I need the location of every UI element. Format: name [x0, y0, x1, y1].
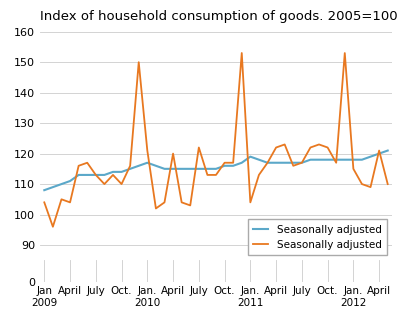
Seasonally adjusted	[179, 200, 184, 204]
Seasonally adjusted	[325, 158, 330, 162]
Seasonally adjusted	[308, 146, 313, 149]
Seasonally adjusted	[239, 51, 244, 55]
Seasonally adjusted	[360, 158, 364, 162]
Seasonally adjusted	[162, 200, 167, 204]
Seasonally adjusted	[76, 164, 81, 168]
Seasonally adjusted	[334, 161, 338, 165]
Legend: Seasonally adjusted, Seasonally adjusted: Seasonally adjusted, Seasonally adjusted	[248, 220, 387, 255]
Seasonally adjusted	[162, 167, 167, 171]
Seasonally adjusted	[154, 164, 158, 168]
Seasonally adjusted	[368, 185, 373, 189]
Seasonally adjusted	[102, 173, 107, 177]
Line: Seasonally adjusted: Seasonally adjusted	[44, 150, 388, 190]
Seasonally adjusted	[42, 200, 47, 204]
Seasonally adjusted	[256, 158, 261, 162]
Seasonally adjusted	[256, 173, 261, 177]
Seasonally adjusted	[248, 155, 253, 159]
Seasonally adjusted	[300, 161, 304, 165]
Seasonally adjusted	[102, 182, 107, 186]
Seasonally adjusted	[274, 146, 278, 149]
Seasonally adjusted	[196, 146, 201, 149]
Seasonally adjusted	[214, 173, 218, 177]
Seasonally adjusted	[145, 148, 150, 152]
Seasonally adjusted	[68, 179, 72, 183]
Seasonally adjusted	[222, 164, 227, 168]
Seasonally adjusted	[42, 188, 47, 192]
Seasonally adjusted	[50, 225, 55, 229]
Seasonally adjusted	[385, 182, 390, 186]
Seasonally adjusted	[128, 164, 132, 168]
Seasonally adjusted	[239, 161, 244, 165]
Seasonally adjusted	[76, 173, 81, 177]
Seasonally adjusted	[282, 142, 287, 146]
Seasonally adjusted	[145, 161, 150, 165]
Seasonally adjusted	[59, 197, 64, 201]
Seasonally adjusted	[231, 161, 236, 165]
Seasonally adjusted	[385, 148, 390, 152]
Seasonally adjusted	[351, 167, 356, 171]
Seasonally adjusted	[222, 161, 227, 165]
Seasonally adjusted	[265, 161, 270, 165]
Seasonally adjusted	[188, 204, 193, 207]
Seasonally adjusted	[154, 206, 158, 210]
Seasonally adjusted	[59, 182, 64, 186]
Seasonally adjusted	[171, 167, 176, 171]
Seasonally adjusted	[334, 158, 338, 162]
Seasonally adjusted	[248, 200, 253, 204]
Seasonally adjusted	[342, 158, 347, 162]
Seasonally adjusted	[231, 164, 236, 168]
Text: Index of household consumption of goods. 2005=100: Index of household consumption of goods.…	[40, 10, 398, 23]
Seasonally adjusted	[50, 185, 55, 189]
Seasonally adjusted	[274, 161, 278, 165]
Seasonally adjusted	[291, 161, 296, 165]
Line: Seasonally adjusted: Seasonally adjusted	[44, 53, 388, 227]
Seasonally adjusted	[300, 161, 304, 165]
Seasonally adjusted	[377, 148, 382, 152]
Seasonally adjusted	[351, 158, 356, 162]
Seasonally adjusted	[325, 146, 330, 149]
Seasonally adjusted	[119, 170, 124, 174]
Seasonally adjusted	[110, 170, 115, 174]
Seasonally adjusted	[110, 173, 115, 177]
Seasonally adjusted	[68, 200, 72, 204]
Seasonally adjusted	[136, 60, 141, 64]
Seasonally adjusted	[196, 167, 201, 171]
Seasonally adjusted	[179, 167, 184, 171]
Seasonally adjusted	[171, 152, 176, 156]
Seasonally adjusted	[265, 161, 270, 165]
Seasonally adjusted	[119, 182, 124, 186]
Seasonally adjusted	[94, 173, 98, 177]
Seasonally adjusted	[85, 173, 90, 177]
Seasonally adjusted	[342, 51, 347, 55]
Seasonally adjusted	[205, 167, 210, 171]
Seasonally adjusted	[291, 164, 296, 168]
Seasonally adjusted	[136, 164, 141, 168]
Seasonally adjusted	[214, 167, 218, 171]
Seasonally adjusted	[308, 158, 313, 162]
Seasonally adjusted	[188, 167, 193, 171]
Seasonally adjusted	[317, 142, 322, 146]
Seasonally adjusted	[282, 161, 287, 165]
Seasonally adjusted	[128, 167, 132, 171]
Seasonally adjusted	[85, 161, 90, 165]
Seasonally adjusted	[94, 173, 98, 177]
Seasonally adjusted	[368, 155, 373, 159]
Seasonally adjusted	[360, 182, 364, 186]
Seasonally adjusted	[317, 158, 322, 162]
Seasonally adjusted	[205, 173, 210, 177]
Seasonally adjusted	[377, 152, 382, 156]
